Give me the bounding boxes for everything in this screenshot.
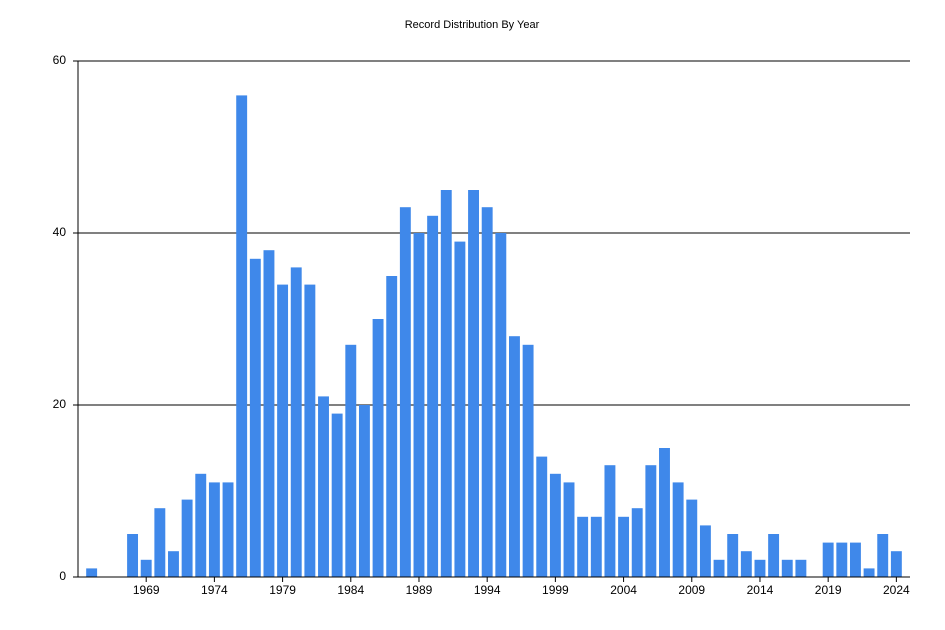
x-tick-label: 1984: [337, 583, 364, 597]
bar: [699, 525, 711, 577]
x-tick-label: 1974: [201, 583, 228, 597]
bar: [154, 508, 166, 577]
bar: [263, 250, 275, 577]
bar: [877, 534, 889, 577]
bar: [358, 405, 370, 577]
bar: [495, 233, 507, 577]
x-tick-label: 2014: [747, 583, 774, 597]
bar: [822, 542, 834, 577]
bar: [645, 465, 657, 577]
x-tick-label: 1979: [269, 583, 296, 597]
bar: [440, 190, 452, 577]
bar: [331, 413, 343, 577]
bar: [740, 551, 752, 577]
bar: [890, 551, 902, 577]
x-tick-label: 1994: [474, 583, 501, 597]
bar: [577, 516, 589, 577]
bar: [345, 344, 357, 577]
x-tick-label: 2024: [883, 583, 910, 597]
bar: [127, 534, 139, 577]
bar: [618, 516, 630, 577]
bar: [536, 456, 548, 577]
bar: [277, 284, 289, 577]
bar: [795, 559, 807, 577]
bar: [249, 258, 261, 577]
bar: [140, 559, 152, 577]
bar: [849, 542, 861, 577]
bar: [86, 568, 98, 577]
bar: [427, 215, 439, 578]
bar: [168, 551, 179, 577]
bar: [549, 473, 561, 577]
bar: [386, 276, 398, 577]
bar: [468, 190, 479, 577]
bar: [304, 284, 316, 577]
y-tick-label: 40: [53, 225, 67, 239]
bar: [413, 233, 425, 577]
y-tick-label: 20: [53, 397, 67, 411]
bar: [399, 207, 411, 577]
bar: [604, 465, 616, 577]
bar: [768, 534, 780, 577]
bar: [481, 207, 493, 577]
bar: [590, 516, 602, 577]
y-tick-label: 60: [53, 53, 67, 67]
bar: [713, 559, 725, 577]
x-tick-label: 2019: [815, 583, 842, 597]
bar: [631, 508, 643, 577]
bar: [563, 482, 575, 577]
bar: [522, 344, 534, 577]
bar: [181, 499, 193, 577]
bar: [754, 559, 766, 577]
bar: [290, 267, 302, 577]
bar: [208, 482, 220, 577]
x-tick-label: 2009: [678, 583, 705, 597]
y-tick-label: 0: [59, 569, 66, 583]
bar: [672, 482, 684, 577]
chart-title: Record Distribution By Year: [405, 19, 540, 31]
bar: [509, 336, 520, 577]
x-tick-label: 1999: [542, 583, 569, 597]
bar: [454, 241, 466, 577]
x-tick-label: 2004: [610, 583, 637, 597]
bar: [836, 542, 848, 577]
bar: [727, 534, 739, 577]
bar: [372, 319, 384, 577]
bar: [659, 448, 670, 577]
x-tick-label: 1989: [406, 583, 433, 597]
bar: [686, 499, 698, 577]
bar: [781, 559, 793, 577]
x-tick-label: 1969: [133, 583, 160, 597]
bar: [318, 396, 329, 577]
bar: [195, 473, 207, 577]
bar: [222, 482, 234, 577]
bar: [236, 95, 248, 578]
bar: [863, 568, 875, 577]
